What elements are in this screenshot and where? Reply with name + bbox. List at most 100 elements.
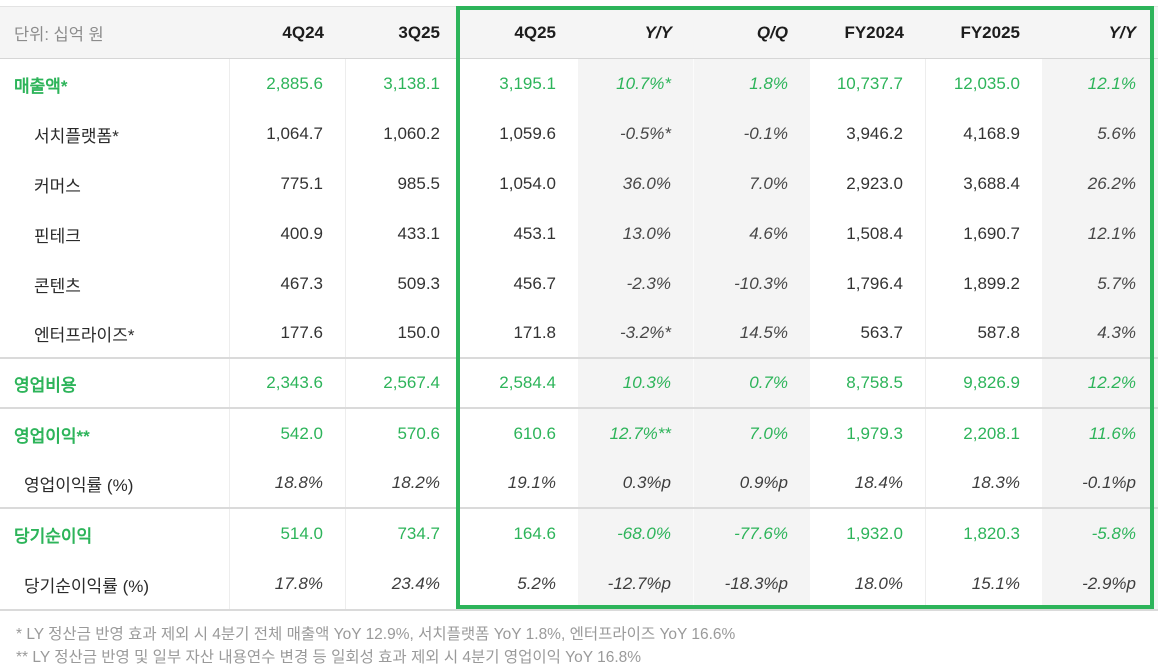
value-cell: 164.6	[513, 524, 556, 543]
header-row: 단위: 십억 원 4Q24 3Q25 4Q25 Y/Y Q/Q FY2024 FY2025 Y…	[0, 6, 1158, 59]
value-cell: 2,584.4	[499, 373, 556, 392]
financial-table: 단위: 십억 원 4Q24 3Q25 4Q25 Y/Y Q/Q FY2024 FY2025 Y…	[0, 6, 1158, 611]
value-cell: 18.3%	[971, 473, 1020, 492]
value-cell: -12.7%p	[578, 559, 694, 609]
row-label: 커머스	[0, 159, 230, 209]
value-cell: 15.1%	[971, 574, 1020, 593]
table-row: 영업비용 2,343.6 2,567.4 2,584.4 10.3% 0.7% 8,758.…	[0, 359, 1158, 409]
value-cell: 150.0	[397, 323, 440, 342]
row-label: 영업비용	[0, 359, 230, 407]
value-cell: 570.6	[397, 424, 440, 443]
value-cell: -5.8%	[1042, 509, 1158, 559]
value-cell: 1,690.7	[963, 224, 1020, 243]
value-cell: 2,923.0	[810, 159, 926, 209]
value-cell: 1,054.0	[499, 174, 556, 193]
value-cell: 23.4%	[391, 574, 440, 593]
value-cell: 4.6%	[694, 209, 810, 259]
value-cell: 433.1	[397, 224, 440, 243]
value-cell: -0.1%p	[1042, 459, 1158, 507]
value-cell: 5.2%	[517, 574, 556, 593]
value-cell: -0.1%	[694, 109, 810, 159]
value-cell: 1,508.4	[810, 209, 926, 259]
value-cell: -2.3%	[578, 259, 694, 309]
row-label: 매출액*	[0, 59, 230, 109]
value-cell: 2,208.1	[963, 424, 1020, 443]
value-cell: 17.8%	[230, 559, 346, 609]
value-cell: 177.6	[230, 309, 346, 357]
value-cell: 1,064.7	[230, 109, 346, 159]
value-cell: -77.6%	[694, 509, 810, 559]
table-row: 커머스 775.1 985.5 1,054.0 36.0% 7.0% 2,923.0 3,68…	[0, 159, 1158, 209]
value-cell: 0.7%	[694, 359, 810, 407]
value-cell: 3,688.4	[963, 174, 1020, 193]
value-cell: 5.7%	[1042, 259, 1158, 309]
value-cell: 1,932.0	[810, 509, 926, 559]
value-cell: 467.3	[230, 259, 346, 309]
column-header: Y/Y	[644, 22, 672, 42]
value-cell: 12.7%**	[578, 409, 694, 459]
value-cell: 734.7	[397, 524, 440, 543]
value-cell: 456.7	[513, 274, 556, 293]
value-cell: 10.3%	[578, 359, 694, 407]
table-row: 핀테크 400.9 433.1 453.1 13.0% 4.6% 1,508.4 1,690.…	[0, 209, 1158, 259]
value-cell: 18.0%	[810, 559, 926, 609]
value-cell: 5.6%	[1042, 109, 1158, 159]
footnote-line: ** LY 정산금 반영 및 일부 자산 내용연수 변경 등 일회성 효과 제외…	[16, 649, 642, 667]
value-cell: 7.0%	[694, 409, 810, 459]
row-label: 서치플랫폼*	[0, 109, 230, 159]
column-header: 4Q24	[282, 22, 324, 42]
value-cell: 1,059.6	[499, 124, 556, 143]
table-row: 매출액* 2,885.6 3,138.1 3,195.1 10.7%* 1.8% 10,73…	[0, 59, 1158, 109]
value-cell: 18.4%	[810, 459, 926, 507]
value-cell: 514.0	[230, 509, 346, 559]
value-cell: 14.5%	[694, 309, 810, 357]
value-cell: 3,138.1	[383, 74, 440, 93]
table-row: 영업이익** 542.0 570.6 610.6 12.7%** 7.0% 1,979.3 2…	[0, 409, 1158, 459]
row-label: 영업이익**	[0, 409, 230, 459]
value-cell: -0.5%*	[578, 109, 694, 159]
column-header: Q/Q	[756, 22, 788, 42]
value-cell: 10,737.7	[810, 59, 926, 109]
value-cell: 13.0%	[578, 209, 694, 259]
value-cell: 587.8	[977, 323, 1020, 342]
value-cell: -2.9%p	[1042, 559, 1158, 609]
value-cell: 0.9%p	[694, 459, 810, 507]
value-cell: 1,899.2	[963, 274, 1020, 293]
value-cell: 2,343.6	[230, 359, 346, 407]
row-label: 영업이익률 (%)	[0, 459, 230, 507]
table-row: 콘텐츠 467.3 509.3 456.7 -2.3% -10.3% 1,796.4 1,89…	[0, 259, 1158, 309]
value-cell: 18.8%	[230, 459, 346, 507]
column-header: 4Q25	[514, 22, 556, 42]
value-cell: 1,979.3	[810, 409, 926, 459]
value-cell: 11.6%	[1042, 409, 1158, 459]
column-header: FY2025	[960, 22, 1020, 42]
value-cell: 19.1%	[507, 473, 556, 492]
value-cell: 12.2%	[1042, 359, 1158, 407]
value-cell: 4.3%	[1042, 309, 1158, 357]
value-cell: 1,796.4	[810, 259, 926, 309]
row-label: 핀테크	[0, 209, 230, 259]
column-header: FY2024	[844, 22, 904, 42]
value-cell: 563.7	[810, 309, 926, 357]
value-cell: 8,758.5	[810, 359, 926, 407]
value-cell: 7.0%	[694, 159, 810, 209]
value-cell: 775.1	[230, 159, 346, 209]
value-cell: 2,885.6	[230, 59, 346, 109]
table-body: 매출액* 2,885.6 3,138.1 3,195.1 10.7%* 1.8% 10,73…	[0, 59, 1158, 611]
footnotes: * LY 정산금 반영 효과 제외 시 4분기 전체 매출액 YoY 12.9%…	[16, 623, 1158, 670]
value-cell: 1,820.3	[963, 524, 1020, 543]
value-cell: 0.3%p	[578, 459, 694, 507]
column-header: 3Q25	[398, 22, 440, 42]
value-cell: 509.3	[397, 274, 440, 293]
value-cell: 985.5	[397, 174, 440, 193]
value-cell: -68.0%	[578, 509, 694, 559]
value-cell: 400.9	[230, 209, 346, 259]
value-cell: 12,035.0	[953, 74, 1020, 93]
value-cell: 26.2%	[1042, 159, 1158, 209]
table-row: 엔터프라이즈* 177.6 150.0 171.8 -3.2%* 14.5% 563.7 58…	[0, 309, 1158, 359]
value-cell: 3,946.2	[810, 109, 926, 159]
row-label: 콘텐츠	[0, 259, 230, 309]
footnote-line: * LY 정산금 반영 효과 제외 시 4분기 전체 매출액 YoY 12.9%…	[16, 626, 736, 643]
row-label: 당기순이익률 (%)	[0, 559, 230, 609]
value-cell: 1,060.2	[383, 124, 440, 143]
